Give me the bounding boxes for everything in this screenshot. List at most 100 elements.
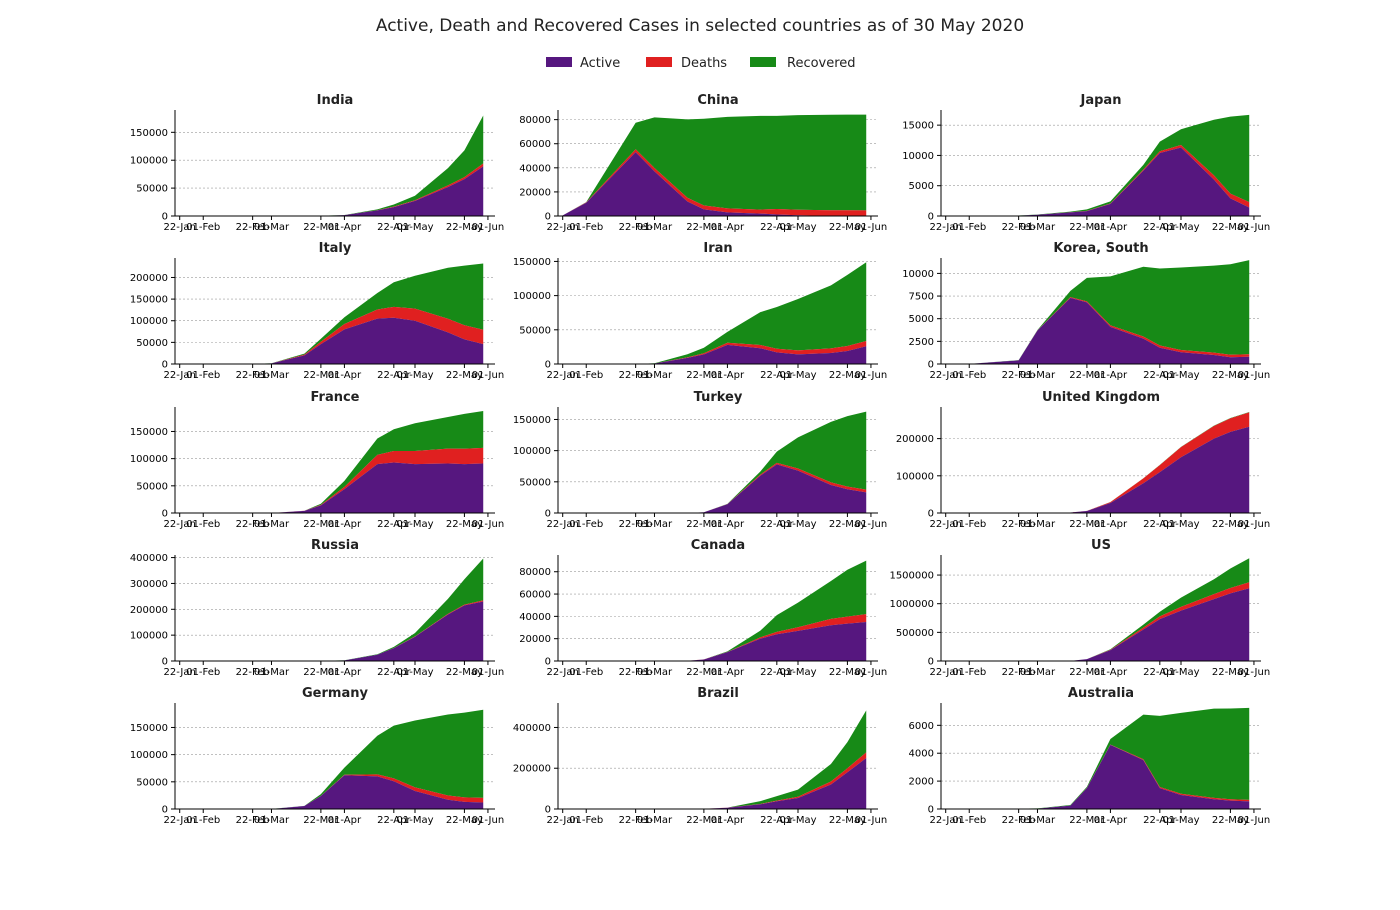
x-tick-label: 22-May <box>446 815 483 826</box>
x-tick-label: 22-Apr <box>1143 667 1177 678</box>
y-tick-label: 100000 <box>513 446 551 457</box>
y-tick-label: 60000 <box>519 139 551 150</box>
x-tick-label: 22-Mar <box>686 519 722 530</box>
x-tick-label: 22-Mar <box>1069 815 1105 826</box>
panel-title: Russia <box>311 538 359 553</box>
y-tick-label: 5000 <box>909 181 934 192</box>
x-tick-label: 01-Mar <box>1020 370 1056 381</box>
y-tick-label: 6000 <box>909 721 934 732</box>
series-active-area <box>179 601 484 661</box>
x-tick-label: 22-May <box>829 519 866 530</box>
panel-title: Japan <box>1080 93 1122 108</box>
x-tick-label: 01-Apr <box>328 519 362 530</box>
x-tick-label: 01-May <box>779 519 816 530</box>
series-deaths-area <box>179 447 484 513</box>
series-recovered-area <box>179 263 484 364</box>
x-tick-label: 22-Apr <box>377 370 411 381</box>
y-tick-label: 80000 <box>519 567 551 578</box>
x-tick-label: 01-Mar <box>1020 519 1056 530</box>
x-tick-label: 01-Feb <box>186 370 220 381</box>
x-tick-label: 22-Mar <box>1069 370 1105 381</box>
y-tick-label: 0 <box>162 212 168 223</box>
series-recovered-area <box>179 410 484 513</box>
y-tick-label: 150000 <box>130 723 168 734</box>
x-tick-label: 01-May <box>396 370 433 381</box>
series-deaths-area <box>179 306 484 364</box>
series-recovered-area <box>945 260 1250 364</box>
x-tick-label: 01-Jun <box>472 667 505 678</box>
x-tick-label: 22-May <box>446 222 483 233</box>
y-tick-label: 100000 <box>130 156 168 167</box>
y-tick-label: 60000 <box>519 590 551 601</box>
x-tick-label: 01-Apr <box>1094 667 1128 678</box>
y-tick-label: 100000 <box>896 471 934 482</box>
y-tick-label: 80000 <box>519 115 551 126</box>
x-tick-label: 01-Mar <box>1020 222 1056 233</box>
x-tick-label: 22-May <box>829 222 866 233</box>
y-tick-label: 7500 <box>909 292 934 303</box>
x-tick-label: 22-Feb <box>236 222 270 233</box>
x-tick-label: 01-Jun <box>1238 370 1271 381</box>
legend-swatch-deaths <box>646 57 672 67</box>
x-tick-label: 22-Jan <box>930 519 962 530</box>
series-deaths-area <box>179 774 484 809</box>
x-tick-label: 22-May <box>446 370 483 381</box>
y-tick-label: 100000 <box>130 631 168 642</box>
x-tick-label: 01-Jun <box>1238 222 1271 233</box>
x-tick-label: 01-Jun <box>1238 519 1271 530</box>
x-tick-label: 22-Mar <box>1069 222 1105 233</box>
x-tick-label: 22-Feb <box>619 815 653 826</box>
legend-label-recovered: Recovered <box>787 56 856 71</box>
x-tick-label: 01-Feb <box>569 815 603 826</box>
y-tick-label: 10000 <box>902 269 934 280</box>
x-tick-label: 22-Jan <box>547 815 579 826</box>
panel-title: Italy <box>319 241 352 256</box>
x-tick-label: 01-Feb <box>952 519 986 530</box>
y-tick-label: 150000 <box>513 415 551 426</box>
x-tick-label: 01-Mar <box>637 815 673 826</box>
series-recovered-area <box>562 411 867 513</box>
y-tick-label: 0 <box>162 509 168 520</box>
x-tick-label: 22-May <box>1212 519 1249 530</box>
x-tick-label: 22-May <box>446 667 483 678</box>
x-tick-label: 01-Apr <box>711 222 745 233</box>
series-active-area <box>562 344 867 364</box>
y-tick-label: 100000 <box>130 454 168 465</box>
x-tick-label: 22-Feb <box>1002 667 1036 678</box>
x-tick-label: 22-Jan <box>547 667 579 678</box>
y-tick-label: 200000 <box>130 273 168 284</box>
x-tick-label: 01-Feb <box>569 370 603 381</box>
x-tick-label: 01-Apr <box>1094 519 1128 530</box>
x-tick-label: 01-Apr <box>328 222 362 233</box>
x-tick-label: 22-Mar <box>1069 519 1105 530</box>
x-tick-label: 22-May <box>829 815 866 826</box>
x-tick-label: 01-Jun <box>472 370 505 381</box>
series-deaths-area <box>562 614 867 661</box>
y-tick-label: 0 <box>545 657 551 668</box>
panel-title: China <box>697 93 738 108</box>
x-tick-label: 01-Feb <box>569 222 603 233</box>
legend-label-active: Active <box>580 56 620 71</box>
series-active-area <box>945 426 1250 513</box>
series-recovered-area <box>562 560 867 661</box>
y-tick-label: 20000 <box>519 634 551 645</box>
y-tick-label: 20000 <box>519 187 551 198</box>
panel-title: Canada <box>691 538 745 553</box>
x-tick-label: 22-Apr <box>760 222 794 233</box>
x-tick-label: 22-Mar <box>686 370 722 381</box>
series-active-area <box>945 744 1250 809</box>
y-tick-label: 40000 <box>519 163 551 174</box>
y-tick-label: 0 <box>928 657 934 668</box>
x-tick-label: 22-Apr <box>377 222 411 233</box>
series-active-area <box>179 317 484 364</box>
x-tick-label: 22-Jan <box>547 222 579 233</box>
y-tick-label: 50000 <box>136 481 168 492</box>
panel-title: US <box>1091 538 1111 553</box>
x-tick-label: 22-Mar <box>686 815 722 826</box>
series-active-area <box>179 462 484 513</box>
x-tick-label: 01-Mar <box>254 222 290 233</box>
x-tick-label: 22-Mar <box>303 815 339 826</box>
